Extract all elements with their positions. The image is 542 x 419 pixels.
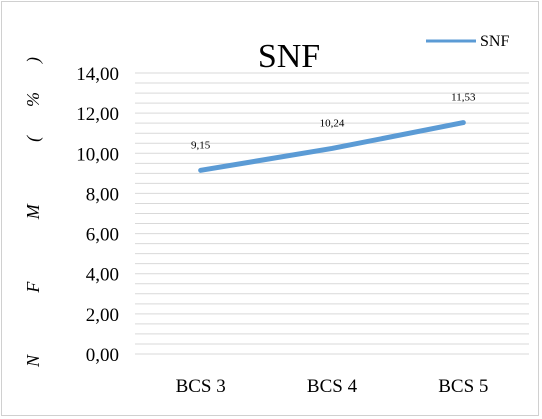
data-point (461, 120, 466, 125)
y-tick-label: 6,00 (86, 225, 119, 246)
data-labels: 9,15 10,24 11,53 (191, 92, 476, 152)
x-tick-label: BCS 5 (438, 376, 488, 397)
data-point (330, 146, 334, 151)
data-label: 11,53 (451, 92, 476, 104)
series-group (198, 120, 466, 173)
x-tick-label: BCS 4 (307, 376, 358, 397)
y-tick-label: 8,00 (86, 184, 119, 205)
data-point (198, 168, 203, 173)
grid-lines (135, 72, 529, 355)
legend: SNF (426, 33, 509, 50)
chart-title: SNF (258, 38, 320, 75)
y-tick-label: 0,00 (86, 345, 119, 366)
legend-label: SNF (480, 33, 509, 50)
y-tick-label: 4,00 (86, 265, 119, 286)
y-tick-label: 2,00 (86, 305, 119, 326)
y-tick-label: 12,00 (76, 104, 119, 125)
data-label: 10,24 (320, 117, 345, 129)
y-tick-labels: 0,00 2,00 4,00 6,00 8,00 10,00 12,00 14,00 (76, 64, 119, 366)
x-tick-labels: BCS 3 BCS 4 BCS 5 (176, 376, 489, 397)
data-label: 9,15 (191, 139, 211, 151)
y-axis-label: N F M (%) (23, 57, 44, 368)
y-tick-label: 10,00 (76, 144, 119, 165)
x-tick-label: BCS 3 (176, 376, 226, 397)
y-tick-label: 14,00 (76, 64, 119, 85)
